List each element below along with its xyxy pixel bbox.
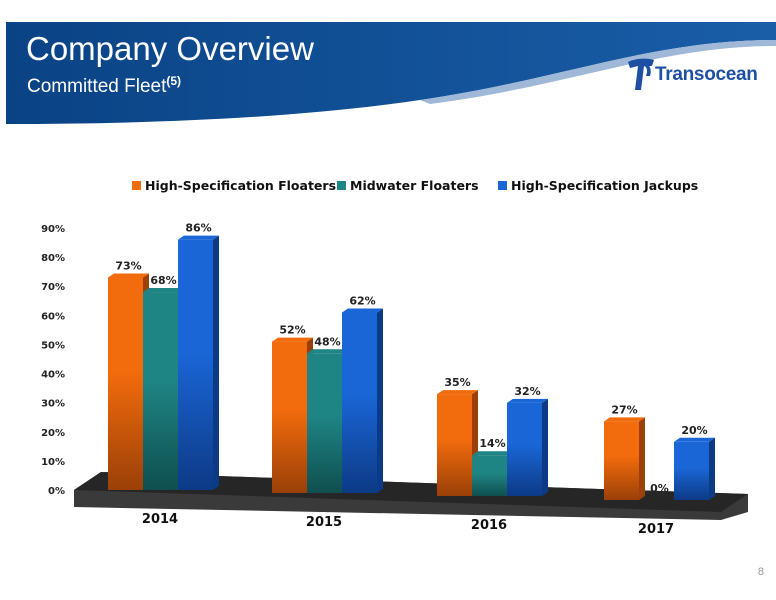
bar-side	[377, 308, 383, 493]
y-tick-label: 40%	[41, 370, 65, 381]
logo-text: Transocean	[655, 64, 758, 85]
y-tick-label: 30%	[41, 399, 65, 410]
y-tick-label: 80%	[41, 253, 65, 264]
legend-label-2: High-Specification Jackups	[511, 178, 698, 193]
y-tick-label: 60%	[41, 311, 65, 322]
data-label: 52%	[279, 324, 305, 337]
bar-top	[674, 437, 715, 442]
transocean-logo-icon	[628, 58, 654, 90]
y-tick-label: 10%	[41, 457, 65, 468]
bar-2016-2	[507, 398, 548, 496]
bar-top	[604, 417, 645, 422]
x-category-label: 2016	[471, 518, 507, 533]
bar-2015-1	[307, 349, 348, 493]
legend-swatch-0	[132, 181, 141, 190]
y-tick-label: 90%	[41, 224, 65, 235]
page-subtitle: Committed Fleet(5)	[27, 74, 182, 98]
subtitle-text: Committed Fleet	[27, 76, 167, 97]
legend-swatch-1	[337, 181, 346, 190]
bar-2014-1	[143, 288, 184, 490]
bar-2017-0	[604, 417, 645, 500]
y-tick-label: 50%	[41, 340, 65, 351]
bar-front	[604, 421, 639, 500]
bar-side	[213, 235, 219, 490]
bar-top	[437, 390, 478, 395]
data-label: 73%	[115, 259, 141, 272]
x-category-label: 2015	[306, 515, 342, 530]
bar-2015-0	[272, 337, 313, 493]
x-category-label: 2014	[142, 512, 178, 527]
bar-top	[143, 288, 184, 293]
bar-front	[108, 277, 143, 490]
bar-front	[272, 341, 307, 493]
bar-front	[437, 394, 472, 496]
legend-swatch-2	[498, 181, 507, 190]
bar-top	[178, 235, 219, 240]
bar-2015-2	[342, 308, 383, 493]
bar-top	[507, 398, 548, 403]
footnote-marker: (5)	[166, 74, 182, 88]
data-label: 68%	[150, 274, 176, 287]
bar-2017-2	[674, 437, 715, 500]
data-label: 48%	[314, 335, 340, 348]
bar-top	[108, 273, 149, 278]
y-tick-label: 70%	[41, 282, 65, 293]
bar-front	[178, 239, 213, 490]
y-axis: 0% 10% 20% 30% 40% 50% 60% 70% 80% 90%	[41, 224, 65, 497]
bar-front	[307, 353, 342, 493]
chart-legend: High-Specification Floaters Midwater Floa…	[132, 178, 698, 193]
bar-top	[307, 349, 348, 354]
data-label: 0%	[650, 482, 669, 495]
bar-top	[342, 308, 383, 313]
floor-top	[74, 472, 748, 512]
bar-front	[674, 441, 709, 500]
bar-side	[709, 437, 715, 500]
data-label: 86%	[185, 222, 211, 235]
data-label: 32%	[514, 385, 540, 398]
bar-2016-1	[472, 451, 513, 496]
legend-label-1: Midwater Floaters	[350, 178, 479, 193]
data-label: 20%	[681, 424, 707, 437]
bar-side	[639, 417, 645, 500]
header-banner	[6, 22, 776, 124]
bar-2016-0	[437, 390, 478, 496]
committed-fleet-chart: High-Specification Floaters Midwater Floa…	[41, 178, 748, 537]
legend-label-0: High-Specification Floaters	[145, 178, 336, 193]
bar-front	[507, 402, 542, 496]
bar-top	[472, 451, 513, 456]
bar-side	[542, 398, 548, 496]
x-axis-categories: 2014 2015 2016 2017	[142, 512, 674, 537]
y-tick-label: 0%	[48, 486, 65, 497]
data-label: 62%	[349, 295, 375, 308]
data-label: 27%	[611, 403, 637, 416]
bar-top	[272, 337, 313, 342]
bar-front	[472, 455, 507, 496]
data-label: 35%	[444, 376, 470, 389]
y-tick-label: 20%	[41, 428, 65, 439]
chart-floor	[74, 472, 748, 520]
bar-front	[143, 292, 178, 490]
bar-front	[342, 312, 377, 493]
data-label: 14%	[479, 437, 505, 450]
x-category-label: 2017	[638, 522, 674, 537]
page-title: Company Overview	[26, 30, 314, 67]
data-labels: 73% 68% 86% 52% 48% 62% 35% 14% 32% 27% 0% 20%	[115, 222, 707, 495]
chart-bars	[108, 235, 715, 500]
page-number: 8	[757, 566, 764, 578]
bar-2014-0	[108, 273, 149, 490]
bar-2014-2	[178, 235, 219, 490]
